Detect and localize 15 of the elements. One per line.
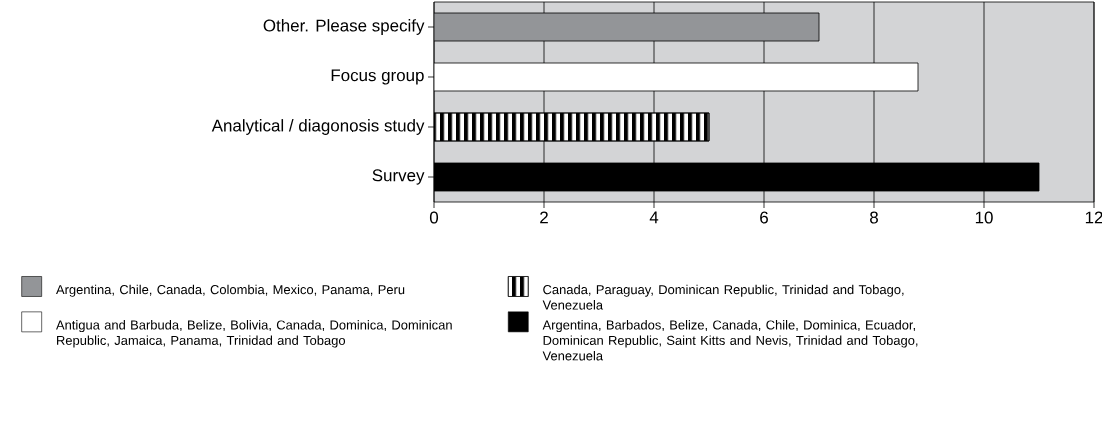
x-tick-label: 4 [649, 211, 659, 224]
x-tick-label: 10 [975, 211, 993, 224]
x-tick-label: 8 [870, 211, 878, 224]
legend-label: Argentina, Barbados, Belize, Canada, Chile, Dominica, Ecuador, Dominican Republic, Saint Kitts and Nevis, Trinidad and Tobago, Venezuela [542, 320, 918, 361]
x-tick-label: 12 [1085, 211, 1102, 224]
x-tick-label: 0 [429, 211, 439, 224]
legend-label: Antigua and Barbuda, Belize, Bolivia, Canada, Dominica, Dominican Republic, Jamaica, Panama, Trinidad and Tobago [56, 320, 452, 348]
legend-label: Argentina, Chile, Canada, Colombia, Mexico, Panama, Peru [56, 284, 405, 297]
y-tick-label: Focus group [331, 69, 424, 85]
x-tick-label: 6 [760, 211, 768, 224]
y-tick-label: Survey [372, 169, 425, 185]
y-tick-label: Analytical / diagonosis study [211, 119, 425, 135]
y-tick-label: Other. Please specify [263, 19, 425, 35]
legend-label: Canada, Paraguay, Dominican Republic, Trinidad and Tobago, Venezuela [542, 284, 904, 310]
x-tick-label: 2 [540, 211, 548, 224]
